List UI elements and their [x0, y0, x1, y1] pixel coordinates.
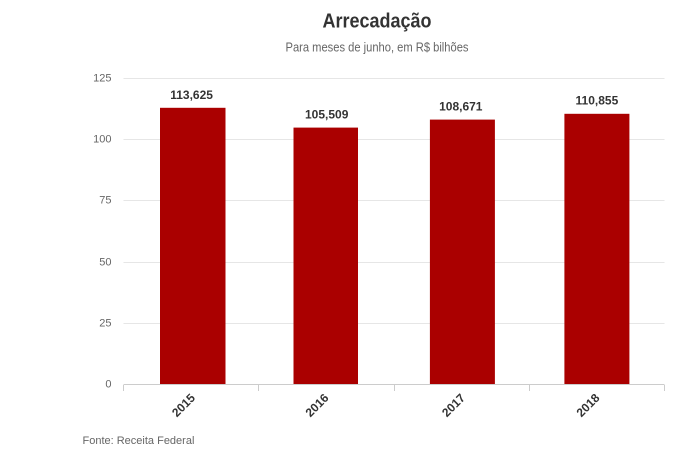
svg-text:100: 100: [93, 134, 111, 146]
svg-text:0: 0: [105, 379, 111, 391]
svg-text:125: 125: [93, 73, 111, 85]
svg-text:113,625: 113,625: [170, 88, 213, 102]
svg-text:50: 50: [99, 257, 111, 269]
svg-text:Fonte: Receita Federal: Fonte: Receita Federal: [83, 435, 195, 447]
svg-text:Para meses de junho, em R$ bil: Para meses de junho, em R$ bilhões: [286, 40, 469, 55]
svg-text:108,671: 108,671: [439, 100, 483, 114]
svg-text:75: 75: [99, 195, 111, 207]
svg-text:105,509: 105,509: [305, 108, 349, 122]
svg-text:25: 25: [99, 318, 111, 330]
svg-text:110,855: 110,855: [576, 94, 619, 108]
svg-text:Arrecadação: Arrecadação: [323, 11, 432, 33]
